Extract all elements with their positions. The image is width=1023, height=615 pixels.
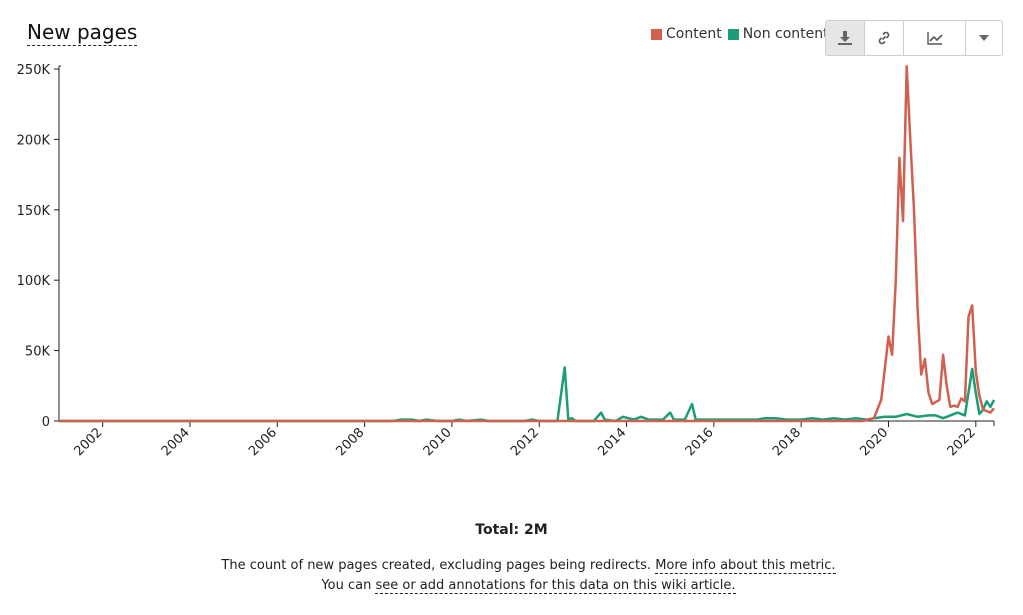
- x-tick-label: 2020: [857, 425, 891, 459]
- y-tick-label: 150K: [17, 204, 51, 219]
- description-line-1: The count of new pages created, excludin…: [0, 556, 1023, 576]
- chart-toolbar: [825, 20, 1003, 56]
- legend-swatch-non-content: [727, 28, 739, 40]
- download-button[interactable]: [826, 21, 865, 55]
- series-line-non-content: [59, 366, 996, 423]
- legend-label-content: Content: [666, 26, 722, 42]
- series-line-content: [59, 64, 995, 423]
- y-tick-label: 100K: [17, 274, 51, 289]
- x-tick-label: 2006: [246, 425, 280, 459]
- metric-description: The count of new pages created, excludin…: [0, 556, 1023, 596]
- link-icon: [878, 31, 890, 45]
- chart-type-button[interactable]: [904, 21, 967, 55]
- x-tick-label: 2016: [683, 425, 717, 459]
- y-tick-label: 0: [42, 415, 50, 430]
- legend-item-non-content[interactable]: Non content: [727, 26, 829, 42]
- legend-label-non-content: Non content: [742, 26, 829, 42]
- caret-down-icon: [979, 35, 990, 41]
- y-tick-label: 50K: [25, 345, 51, 360]
- legend-swatch-content: [651, 28, 662, 40]
- legend-item-content[interactable]: Content: [651, 26, 722, 42]
- x-tick-label: 2022: [945, 425, 979, 459]
- description-line-2: You can see or add annotations for this …: [0, 576, 1023, 596]
- x-tick-label: 2008: [333, 425, 367, 459]
- x-tick-label: 2018: [770, 425, 804, 459]
- x-tick-label: 2002: [71, 425, 105, 459]
- chart-options-dropdown[interactable]: [966, 21, 1002, 55]
- description-text: The count of new pages created, excludin…: [221, 558, 652, 573]
- total-value: Total: 2M: [475, 522, 548, 538]
- x-tick-label: 2014: [595, 425, 629, 459]
- y-tick-label: 200K: [17, 133, 51, 148]
- x-tick-label: 2004: [159, 425, 193, 459]
- annotations-prefix: You can: [321, 578, 372, 593]
- annotations-link[interactable]: see or add annotations for this data on …: [375, 578, 736, 594]
- x-tick-label: 2010: [421, 425, 455, 459]
- download-icon: [837, 31, 852, 45]
- series-layer: [59, 64, 996, 423]
- y-tick-label: 250K: [17, 63, 51, 78]
- y-axis: 0 50K 100K 150K 200K 250K: [17, 63, 61, 430]
- trend-chart-icon: [927, 32, 943, 45]
- copy-link-button[interactable]: [865, 21, 905, 55]
- x-axis: 2002 2004 2006 2008 2010 2012 2014 2016 2018 2020…: [59, 420, 995, 459]
- line-chart: 0 50K 100K 150K 200K 250K 2002 2004 2006 2008 201…: [17, 63, 996, 459]
- x-tick-label: 2012: [508, 425, 542, 459]
- more-info-link[interactable]: More info about this metric.: [655, 558, 836, 574]
- legend: Content Non content: [651, 26, 829, 42]
- chart-title: New pages: [27, 20, 138, 46]
